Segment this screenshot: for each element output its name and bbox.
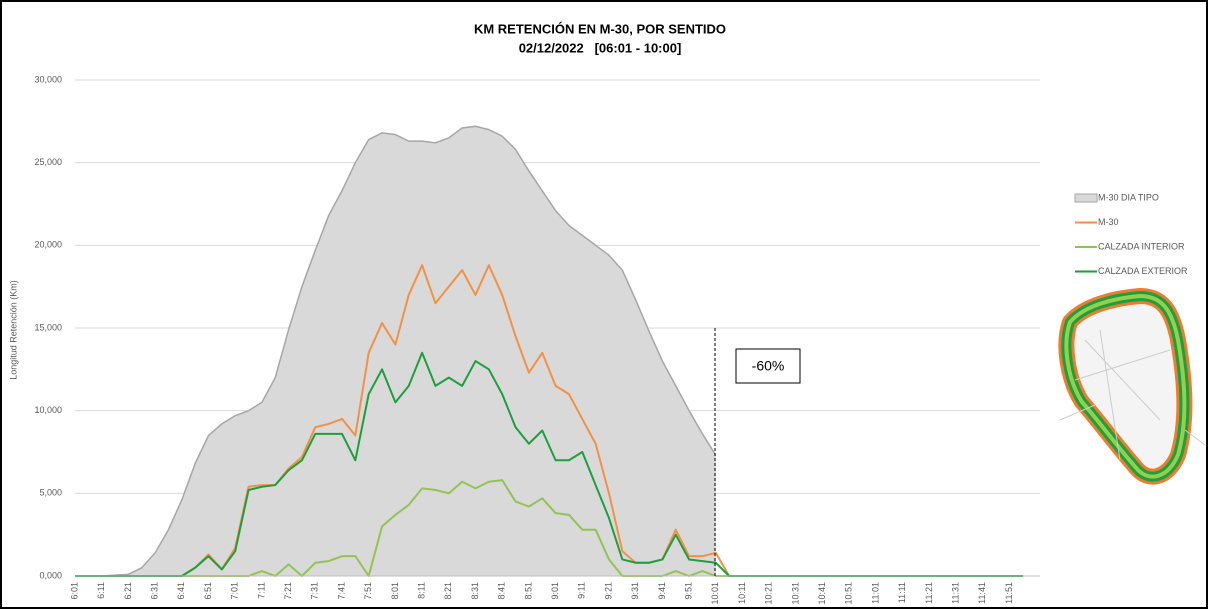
ring-map (1058, 288, 1206, 485)
x-tick-label: 9:21 (603, 582, 613, 600)
x-tick-label: 10:51 (844, 582, 854, 605)
x-tick-label: 7:41 (336, 582, 346, 600)
annotation-box (735, 348, 801, 384)
x-tick-label: 9:41 (657, 582, 667, 600)
chart-title: KM RETENCIÓN EN M-30, POR SENTIDO (474, 21, 726, 36)
x-tick-label: 6:11 (96, 582, 106, 599)
x-tick-label: 7:51 (363, 582, 373, 600)
legend-label: CALZADA INTERIOR (1098, 241, 1185, 251)
x-tick-label: 8:41 (497, 582, 507, 600)
y-axis-label: Longitud Retención (Km) (8, 280, 18, 380)
x-tick-label: 11:41 (977, 582, 987, 604)
x-tick-label: 8:21 (443, 582, 453, 600)
y-tick-label: 15,000 (34, 322, 62, 332)
x-tick-label: 6:21 (123, 582, 133, 600)
x-tick-label: 7:31 (310, 582, 320, 600)
x-tick-label: 11:51 (1004, 582, 1014, 604)
x-tick-label: 6:31 (149, 582, 159, 600)
x-tick-label: 10:21 (764, 582, 774, 605)
y-tick-label: 0,000 (39, 570, 62, 580)
legend-label: CALZADA EXTERIOR (1098, 266, 1188, 276)
x-tick-label: 7:11 (256, 582, 266, 599)
x-tick-label: 7:01 (230, 582, 240, 600)
x-tick-label: 8:01 (390, 582, 400, 600)
area (75, 126, 716, 576)
x-tick-label: 6:51 (203, 582, 213, 600)
legend-label: M-30 DIA TIPO (1098, 192, 1159, 202)
plot-area: 0,000 5,000 10,000 15,000 20,000 25,000 30,000… (34, 74, 1040, 605)
area-outline (75, 125, 717, 577)
x-tick-label: 10:01 (710, 582, 720, 605)
x-tick-label: 7:21 (283, 582, 293, 600)
x-tick-label: 10:11 (737, 582, 747, 604)
legend-swatch (1074, 193, 1098, 203)
x-tick-label: 11:21 (924, 582, 934, 604)
x-tick-label: 9:31 (630, 582, 640, 600)
x-tick-label: 9:51 (683, 582, 693, 600)
x-tick-label: 8:51 (523, 582, 533, 600)
x-tick-label: 11:31 (950, 582, 960, 604)
x-tick-label: 6:41 (176, 582, 186, 600)
y-tick-label: 5,000 (39, 488, 62, 498)
x-tick-label: 10:31 (790, 582, 800, 605)
x-tick-label: 9:11 (577, 582, 587, 599)
x-tick-label: 11:11 (897, 582, 907, 603)
y-tick-label: 10,000 (34, 405, 62, 415)
x-tick-label: 6:01 (69, 582, 79, 600)
legend-label: M-30 (1098, 217, 1119, 227)
y-tick-label: 20,000 (34, 240, 62, 250)
x-tick-label: 8:31 (470, 582, 480, 600)
x-tick-label: 10:41 (817, 582, 827, 605)
y-tick-label: 30,000 (34, 74, 62, 84)
x-tick-label: 9:01 (550, 582, 560, 600)
x-tick-label: 8:11 (416, 582, 426, 599)
y-tick-label: 25,000 (34, 157, 62, 167)
chart-subtitle: 02/12/2022 [06:01 - 10:00] (519, 40, 682, 55)
x-tick-label: 11:01 (870, 582, 880, 604)
annotation: -60% (752, 358, 785, 374)
